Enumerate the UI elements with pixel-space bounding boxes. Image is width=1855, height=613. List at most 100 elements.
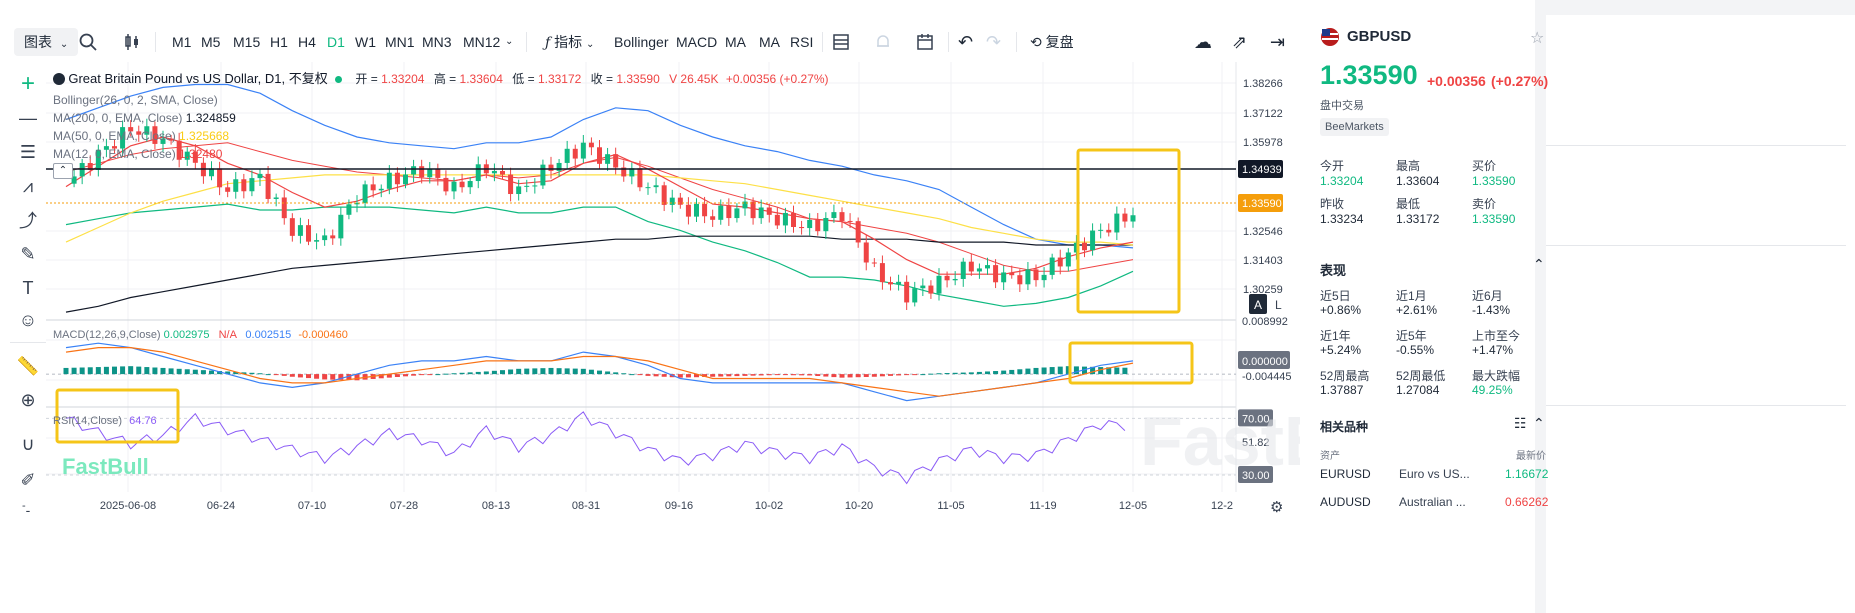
layout-button[interactable] [832, 28, 850, 56]
candle-body [257, 173, 263, 179]
text-tool[interactable]: T [15, 275, 41, 301]
performance-value: +5.24% [1320, 343, 1362, 357]
replay-label: 复盘 [1045, 34, 1074, 50]
fullscreen-button[interactable]: ⇥ [1270, 28, 1285, 56]
performance-label: 最大跌幅 [1472, 369, 1521, 383]
horizontal-line-price-label: 1.34939 [1242, 164, 1282, 176]
macd-histogram-bar [1009, 369, 1015, 375]
macd-pane: 0.008992 0.000000 -0.004445 [46, 316, 1292, 402]
candle-body [588, 142, 594, 148]
candle-body [168, 138, 174, 141]
macd-legend: MACD(12,26,9,Close) 0.002975 N/A 0.00251… [53, 329, 348, 341]
macd-histogram-bar [694, 374, 699, 378]
macd-histogram-bar [993, 371, 999, 375]
macd-histogram-bar [95, 367, 101, 375]
candle-body [1082, 242, 1087, 251]
alert-button[interactable] [874, 28, 892, 56]
timeframe-h4[interactable]: H4 [298, 34, 316, 50]
smiley-icon: ☺ [18, 309, 38, 330]
timeframe-mn1[interactable]: MN1 [385, 34, 415, 50]
divider [1546, 245, 1846, 246]
macd-histogram-bar [225, 371, 231, 375]
timeframe-m1[interactable]: M1 [172, 34, 192, 50]
indicator-button-macd-1[interactable]: MACD [676, 34, 718, 50]
candle-body [386, 172, 392, 189]
candle-body [233, 179, 239, 192]
zoom-tool[interactable]: ⊕ [15, 387, 41, 413]
related-header-asset: 资产 [1320, 451, 1340, 462]
timeframe-h1[interactable]: H1 [270, 34, 288, 50]
crosshair-tool[interactable]: + [15, 70, 41, 97]
price-tick-label: 1.30259 [1243, 284, 1283, 296]
market-status-dot [335, 76, 343, 83]
redo-button[interactable]: ↷ [986, 28, 1001, 56]
brush-tool[interactable]: ✎ [15, 241, 41, 267]
indicator-button-ma-2[interactable]: MA [725, 34, 746, 50]
bollinger-upper-line [65, 83, 1134, 249]
legend-ma12[interactable]: MA(12, 0, EMA, Close) 1.32480 [53, 147, 829, 161]
collapse-related-button[interactable]: ⌃ [1533, 415, 1545, 432]
timeframe-mn12[interactable]: MN12 [463, 34, 501, 50]
timeframe-more-chevron-icon[interactable]: ⌄ [505, 36, 514, 47]
related-list-button[interactable]: ☷ [1514, 415, 1527, 432]
timeframe-m5[interactable]: M5 [201, 34, 221, 50]
fib-tool[interactable]: ⤴ [15, 207, 41, 233]
candle-body [435, 169, 441, 178]
indicators-button[interactable]: ƒ 指标 ⌄ [545, 28, 594, 56]
collapse-performance-button[interactable]: ⌃ [1533, 256, 1545, 273]
macd-histogram-bar [63, 367, 69, 375]
macd-histogram-bar [524, 368, 530, 375]
share-button[interactable]: ⇗ [1232, 28, 1247, 56]
chart-type-dropdown[interactable]: 图表 ⌄ [14, 28, 79, 56]
macd-histogram-bar [742, 374, 748, 376]
timeframe-d1[interactable]: D1 [327, 34, 345, 50]
macd-histogram-bar [354, 374, 360, 381]
search-button[interactable] [78, 28, 98, 56]
ma50-value: 1.325668 [179, 129, 230, 143]
macd-tick-label: -0.004445 [1242, 371, 1292, 383]
macd-histogram-bar [160, 367, 166, 375]
measure-tool[interactable]: 📏 [15, 353, 41, 379]
line-tool[interactable]: — [15, 105, 41, 131]
legend-bollinger[interactable]: Bollinger(26, 0, 2, SMA, Close) [53, 93, 218, 107]
candle-body [1049, 257, 1055, 275]
macd-histogram-bar [443, 373, 449, 375]
timeframe-mn3[interactable]: MN3 [422, 34, 452, 50]
gbp-flag-icon [53, 73, 65, 85]
calendar-button[interactable] [916, 28, 934, 56]
low-label: 低 = [512, 72, 535, 86]
indicator-button-rsi-4[interactable]: RSI [790, 34, 814, 50]
candle-body [968, 261, 974, 272]
magnet-tool[interactable]: ∪ [15, 431, 41, 457]
channel-tool[interactable]: ☰ [15, 139, 41, 165]
replay-button[interactable]: ⟲ 复盘 [1030, 28, 1074, 56]
pattern-tool[interactable]: ⩘ [15, 173, 41, 199]
indicator-button-ma-3[interactable]: MA [759, 34, 780, 50]
timeframe-w1[interactable]: W1 [355, 34, 376, 50]
macd-histogram-bar [985, 371, 990, 375]
candle-body [306, 225, 311, 242]
related-name: Euro vs US... [1399, 467, 1470, 481]
cloud-save-button[interactable]: ☁ [1194, 28, 1212, 56]
undo-button[interactable]: ↶ [958, 28, 973, 56]
macd-histogram-bar [306, 374, 311, 379]
remove-drawings-tool[interactable]: - [15, 497, 41, 523]
indicator-button-bollinger-0[interactable]: Bollinger [614, 34, 669, 50]
macd-histogram-bar [661, 374, 667, 377]
price-chart[interactable]: 0.008992 0.000000 -0.004445 70.00 51.82 30.0… [0, 0, 1300, 613]
exit-icon: ⇥ [1270, 32, 1286, 52]
legend-ma200[interactable]: MA(200, 0, EMA, Close) 1.324859 [53, 111, 829, 125]
timeframe-m15[interactable]: M15 [233, 34, 261, 50]
highlight-box-macd [1068, 341, 1194, 385]
emoji-tool[interactable]: ☺ [15, 307, 41, 333]
broker-badge[interactable]: BeeMarkets [1320, 118, 1389, 136]
candle-body [289, 218, 295, 236]
legend-ma50[interactable]: MA(50, 0, EMA, Close) 1.325668 [53, 129, 829, 143]
candle-body [516, 186, 522, 195]
collapse-legend-button[interactable]: ⌃ [53, 163, 73, 179]
redo-icon: ↷ [986, 32, 1002, 52]
favorite-star-icon[interactable]: ☆ [1530, 30, 1545, 47]
candle-style-button[interactable] [122, 28, 142, 56]
lock-drawings-tool[interactable]: ✐ [15, 467, 41, 493]
candle-body [1025, 269, 1031, 285]
